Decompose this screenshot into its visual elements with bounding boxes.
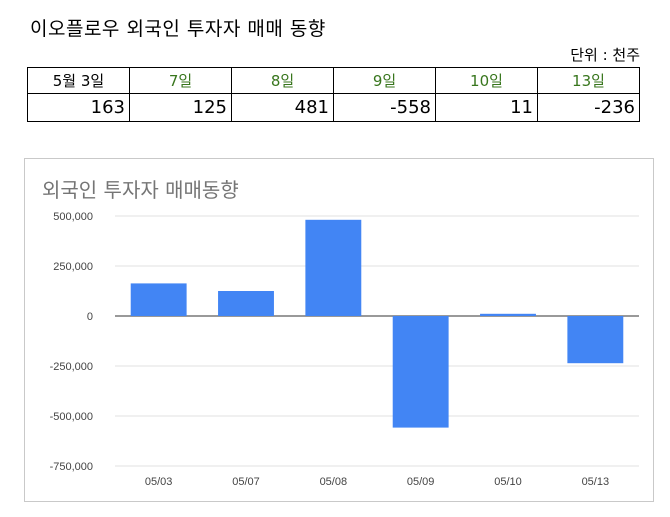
x-tick-label: 05/09 <box>407 476 435 488</box>
chart-container: 외국인 투자자 매매동향 500,000 250,000 0 -250,000 -500… <box>24 158 654 502</box>
header-cell: 9일 <box>333 67 436 94</box>
y-tick-label: -500,000 <box>50 411 93 423</box>
y-tick-label: -250,000 <box>50 361 93 373</box>
bar-chart: 500,000 250,000 0 -250,000 -500,000 -750,000 0… <box>50 211 639 488</box>
y-tick-label: -750,000 <box>50 461 93 473</box>
table-value-row: 163 125 481 -558 11 -236 <box>27 93 640 122</box>
value-cell: -236 <box>537 93 640 122</box>
y-tick-label: 0 <box>87 311 93 323</box>
header-cell: 5월 3일 <box>27 67 130 94</box>
bar <box>130 283 187 316</box>
bar <box>480 313 536 316</box>
y-tick-label: 250,000 <box>53 261 93 273</box>
unit-label: 단위 : 천주 <box>570 46 640 64</box>
trading-table: 5월 3일 7일 8일 9일 10일 13일 163 125 481 -558 … <box>27 67 640 122</box>
bar <box>305 219 362 316</box>
value-cell: 163 <box>27 93 130 122</box>
x-tick-label: 05/07 <box>232 476 260 488</box>
y-tick-label: 500,000 <box>53 211 93 223</box>
value-cell: 11 <box>435 93 538 122</box>
x-tick-label: 05/13 <box>582 476 610 488</box>
bar <box>218 291 274 316</box>
x-tick-label: 05/03 <box>145 476 173 488</box>
chart-title: 외국인 투자자 매매동향 <box>42 178 239 202</box>
x-tick-label: 05/08 <box>320 476 348 488</box>
table-header-row: 5월 3일 7일 8일 9일 10일 13일 <box>27 67 640 94</box>
header-cell: 10일 <box>435 67 538 94</box>
header-cell: 7일 <box>129 67 232 94</box>
x-tick-label: 05/10 <box>494 476 522 488</box>
value-cell: 125 <box>129 93 232 122</box>
header-cell: 8일 <box>231 67 334 94</box>
header-cell: 13일 <box>537 67 640 94</box>
page-title: 이오플로우 외국인 투자자 매매 동향 <box>30 18 326 40</box>
bar <box>392 316 449 428</box>
value-cell: 481 <box>231 93 334 122</box>
bar <box>567 316 624 364</box>
value-cell: -558 <box>333 93 436 122</box>
